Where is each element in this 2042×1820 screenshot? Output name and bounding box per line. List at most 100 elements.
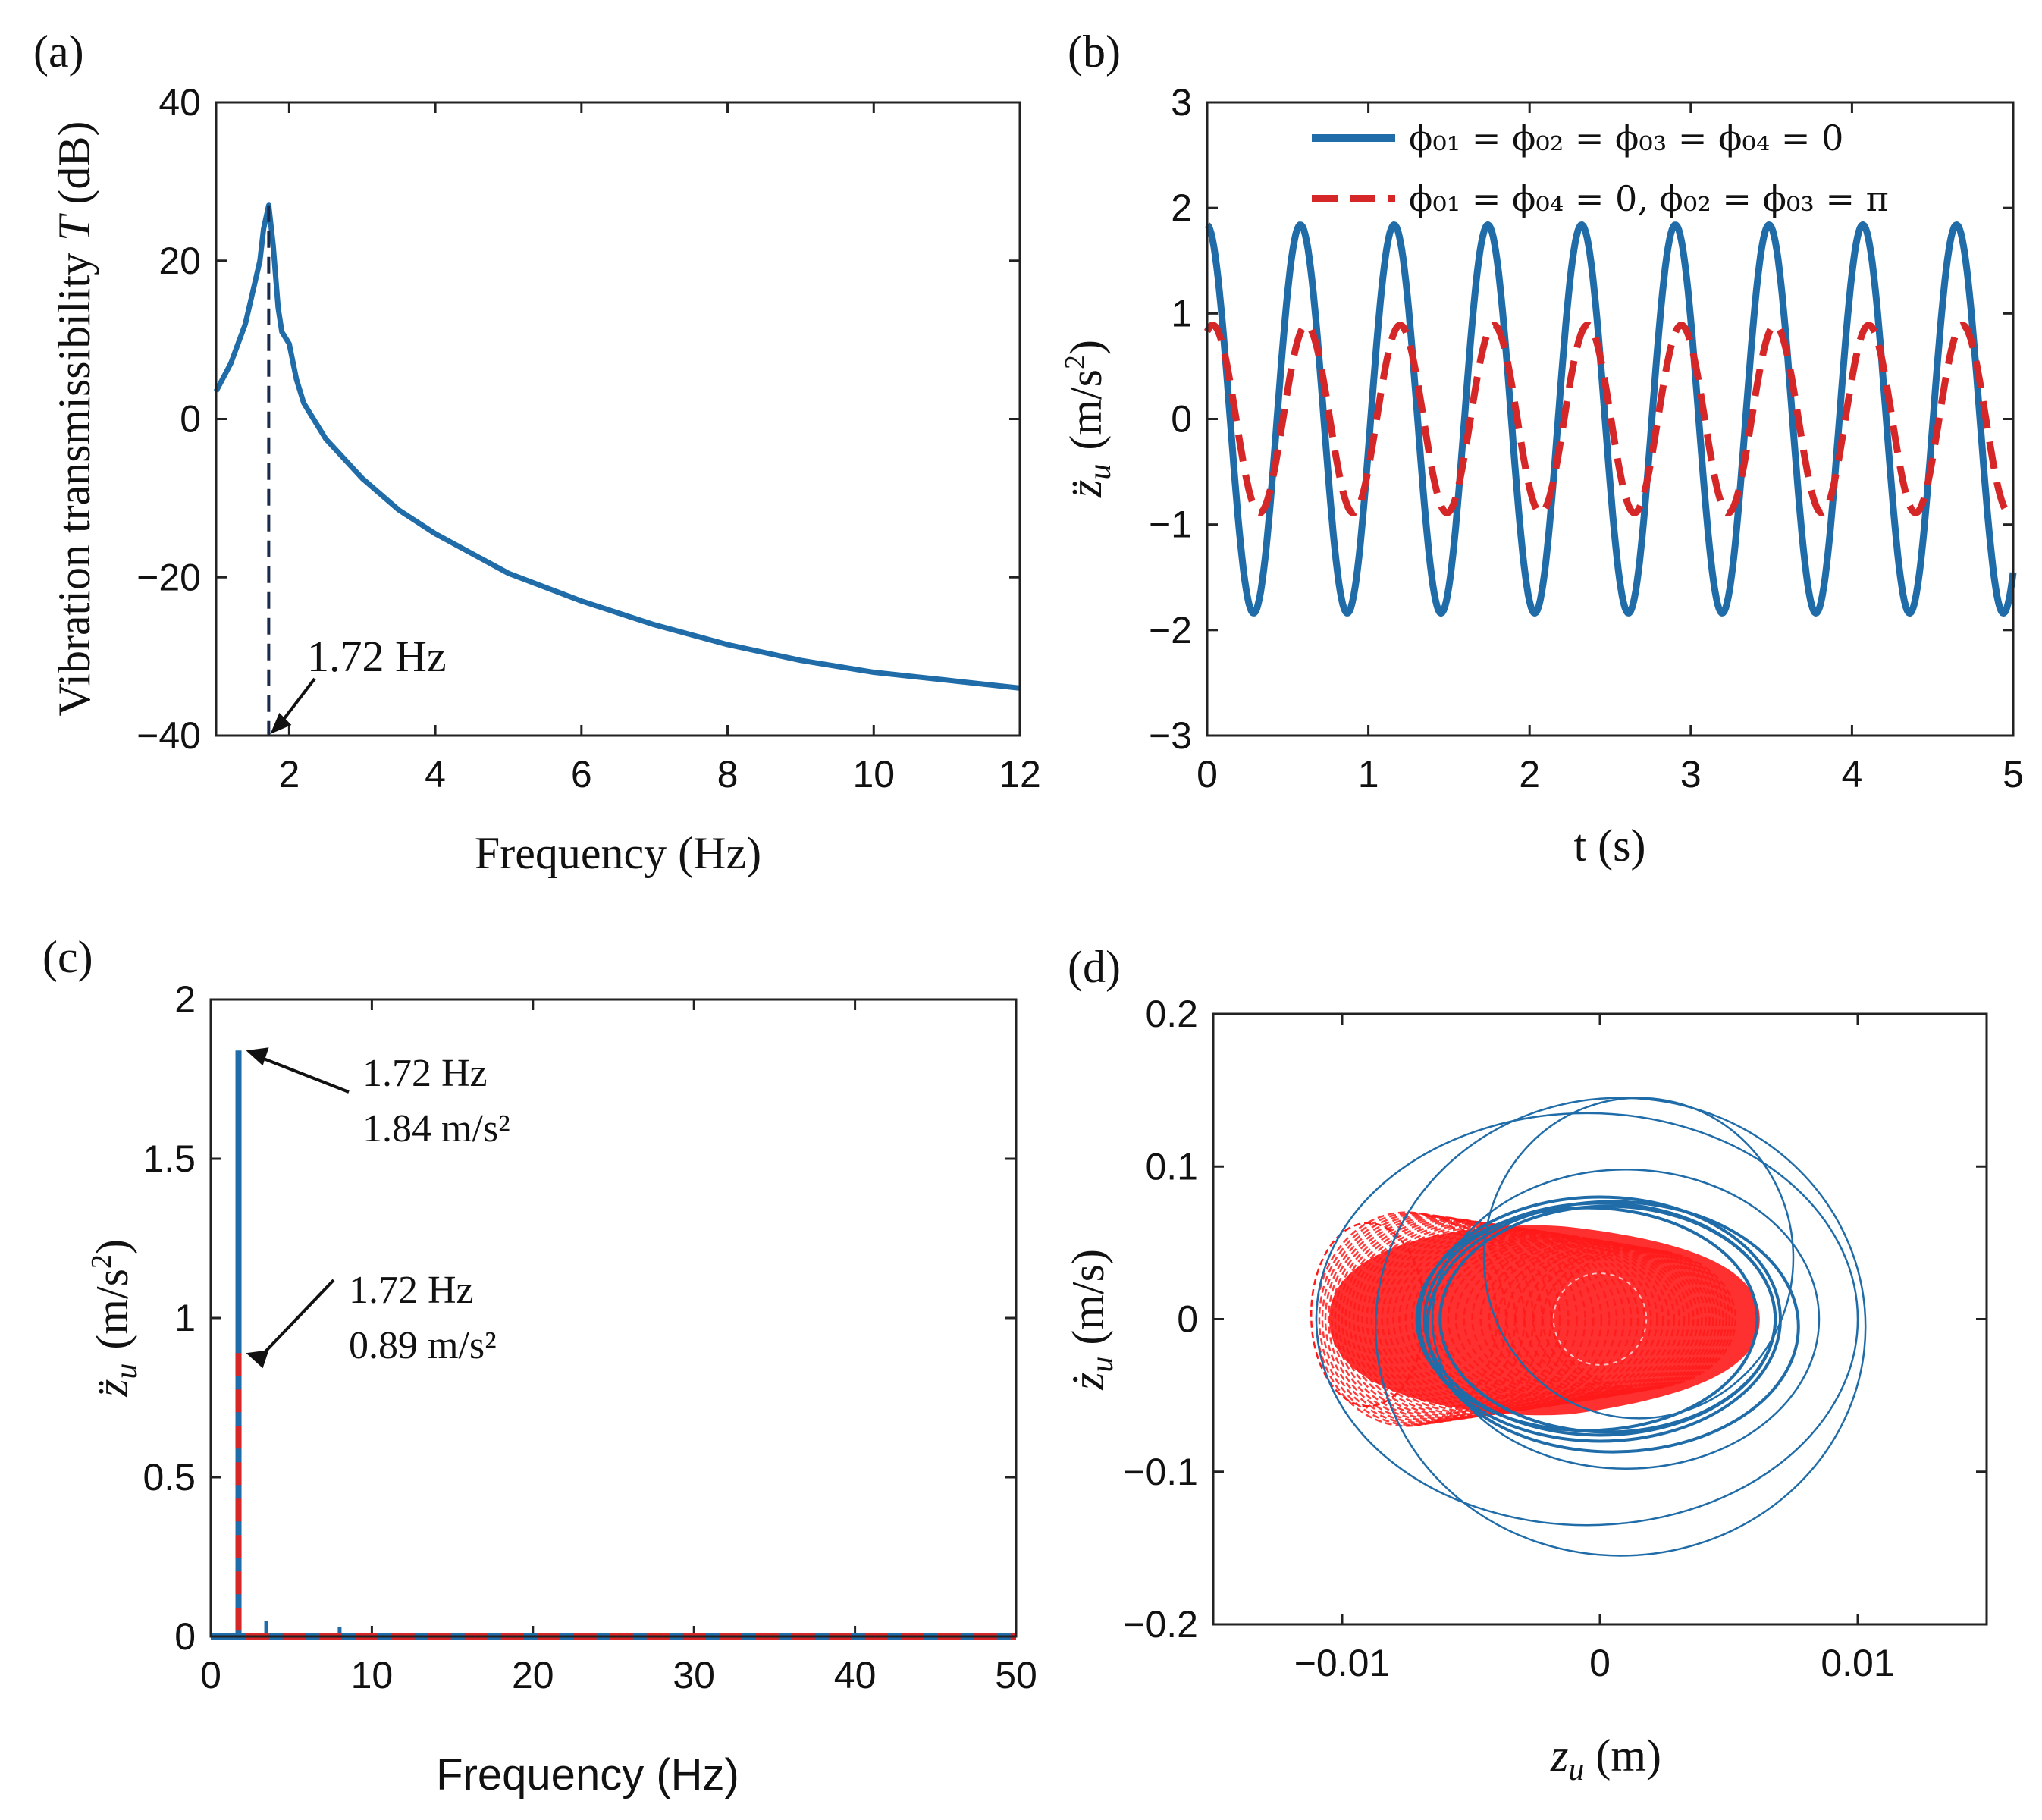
panel-d-label: (d)	[1068, 942, 1121, 992]
annotation-peak-blue-amp: 1.84 m/s²	[362, 1107, 510, 1150]
panel-c-y-tick-label: 0.5	[143, 1456, 196, 1498]
panel-b-dashed-series	[1203, 322, 2016, 516]
panel-d-blue-loop	[1426, 1200, 1800, 1454]
panel-d-x-axis-label: zu (m)	[1550, 1731, 1661, 1787]
panel-c-red-spectrum	[235, 1353, 1016, 1640]
panel-b-plot-area: 0 1 2 3 4 5 −3 −2 −1 0 1 2 3	[1149, 81, 2024, 795]
panel-d-y-tick-label: 0	[1177, 1298, 1198, 1341]
panel-b-axes-frame	[1206, 101, 2015, 737]
panel-c-x-tick-label: 20	[512, 1654, 554, 1696]
panel-c-annotation-arrowhead	[246, 1047, 269, 1066]
panel-c-y-tick-label: 1	[174, 1297, 196, 1339]
panel-a-y-tick-label: −20	[136, 556, 201, 598]
panel-d-phase-portrait: (d) −0.01 0 0.01 −0.2 −0.1 0 0.1 0.2 zu (m) żu…	[1063, 942, 1988, 1787]
panel-b-y-tick-label: 1	[1171, 292, 1192, 334]
panel-b-y-axis-label: z̈u(m/s2)	[1059, 340, 1118, 498]
panel-a-x-tick-label: 12	[999, 753, 1041, 795]
panel-a-label: (a)	[33, 27, 84, 77]
panel-d-blue-loop	[1438, 1204, 1777, 1434]
panel-d-y-tick-label: −0.2	[1123, 1603, 1198, 1646]
panel-a-transmissibility: (a) 2 4 6 8 10 12 −40 −20 0 20 40 Frequency (Hz) V…	[33, 27, 1041, 878]
panel-c-x-tick-label: 10	[351, 1654, 394, 1696]
panel-d-y-tick-label: −0.1	[1123, 1451, 1198, 1493]
panel-c-label: (c)	[42, 932, 93, 982]
panel-c-x-tick-label: 0	[200, 1654, 221, 1696]
panel-c-y-axis-label: z̈u(m/s2)	[86, 1239, 144, 1398]
panel-d-x-tick-label: 0	[1589, 1642, 1611, 1684]
panel-b-label: (b)	[1068, 27, 1121, 77]
panel-a-y-tick-label: 20	[158, 240, 201, 282]
panel-b-solid-series	[1204, 221, 2017, 617]
panel-b-x-tick-label: 4	[1841, 753, 1862, 795]
legend-dashed-label: ϕ₀₁ = ϕ₀₄ = 0, ϕ₀₂ = ϕ₀₃ = π	[1409, 178, 1889, 219]
panel-c-x-tick-label: 40	[834, 1654, 877, 1696]
panel-c-x-axis-label: Frequency (Hz)	[436, 1750, 739, 1800]
panel-d-x-tick-label: 0.01	[1821, 1642, 1894, 1684]
annotation-peak-red-amp: 0.89 m/s²	[349, 1324, 497, 1367]
panel-a-y-tick-label: 40	[158, 81, 201, 124]
panel-c-x-tick-label: 30	[673, 1654, 715, 1696]
panel-a-annotation-arrowhead	[270, 713, 292, 734]
panel-a-annotation-text: 1.72 Hz	[307, 632, 447, 681]
panel-a-y-tick-label: 0	[180, 398, 201, 441]
panel-d-red-core	[1329, 1225, 1760, 1416]
panel-a-x-tick-label: 10	[852, 753, 895, 795]
annotation-peak-red-freq: 1.72 Hz	[349, 1269, 474, 1312]
panel-d-blue-loop	[1415, 1206, 1759, 1432]
panel-a-axes-frame	[215, 101, 1021, 737]
panel-d-y-tick-label: 0.1	[1145, 1145, 1198, 1188]
panel-d-red-trajectory	[1310, 1211, 1760, 1427]
panel-c-y-tick-label: 1.5	[143, 1138, 196, 1180]
panel-c-x-tick-label: 50	[995, 1654, 1037, 1696]
panel-c-axes-frame	[209, 998, 1018, 1638]
panel-a-y-tick-label: −40	[136, 714, 201, 757]
panel-b-y-tick-label: 2	[1171, 187, 1192, 229]
panel-b-legend: ϕ₀₁ = ϕ₀₂ = ϕ₀₃ = ϕ₀₄ = 0 ϕ₀₁ = ϕ₀₄ = 0,…	[1312, 118, 1889, 219]
panel-a-x-tick-label: 2	[278, 753, 300, 795]
panel-b-x-tick-label: 3	[1680, 753, 1702, 795]
panel-d-y-axis-label: żu (m/s)	[1063, 1249, 1120, 1391]
annotation-peak-blue-freq: 1.72 Hz	[362, 1052, 488, 1095]
panel-d-x-tick-label: −0.01	[1294, 1642, 1391, 1684]
panel-d-blue-trajectory	[1315, 1097, 1867, 1557]
panel-b-y-tick-label: −2	[1149, 609, 1192, 651]
panel-b-x-tick-label: 2	[1519, 753, 1540, 795]
panel-c-annotation-arrow	[257, 1279, 335, 1360]
panel-a-annotation: 1.72 Hz	[270, 632, 447, 734]
panel-d-blue-loop	[1374, 1097, 1867, 1557]
panel-a-x-tick-label: 6	[571, 753, 592, 795]
panel-a-x-axis-label: Frequency (Hz)	[475, 828, 761, 878]
panel-b-x-axis-label: t (s)	[1574, 821, 1646, 871]
panel-a-transmissibility-curve	[213, 202, 1021, 691]
panel-b-x-tick-label: 1	[1358, 753, 1379, 795]
panel-c-annotations: 1.72 Hz 1.84 m/s² 1.72 Hz 0.89 m/s²	[246, 1047, 510, 1369]
panel-d-blue-loop	[1482, 1097, 1795, 1420]
panel-a-y-axis-label: Vibration transmissibility T (dB)	[49, 121, 99, 717]
panel-a-annotation-arrow	[278, 677, 316, 726]
panel-c-annotation-arrowhead	[246, 1350, 269, 1369]
panel-b-x-tick-label: 5	[2003, 753, 2024, 795]
panel-d-blue-loop	[1315, 1112, 1859, 1527]
panel-b-time-response: (b) 0 1 2 3 4 5 −3 −2 −1 0 1 2 3 t (s) z̈u(m/s2) ϕ₀₁…	[1059, 27, 2024, 871]
panel-c-y-tick-label: 0	[174, 1615, 196, 1658]
panel-b-y-tick-label: 3	[1171, 81, 1192, 124]
panel-b-x-tick-label: 0	[1197, 753, 1218, 795]
panel-b-y-tick-label: 0	[1171, 398, 1192, 441]
panel-a-plot-area: 2 4 6 8 10 12 −40 −20 0 20 40	[136, 81, 1041, 795]
panel-a-x-tick-label: 4	[425, 753, 446, 795]
panel-c-blue-spectrum	[211, 1050, 1016, 1640]
panel-a-x-tick-label: 8	[717, 753, 739, 795]
legend-solid-label: ϕ₀₁ = ϕ₀₂ = ϕ₀₃ = ϕ₀₄ = 0	[1409, 118, 1843, 158]
panel-d-red-inner-loop	[1552, 1272, 1648, 1366]
panel-d-blue-loop	[1418, 1195, 1782, 1443]
panel-b-y-tick-label: −1	[1149, 504, 1192, 546]
panel-d-blue-loop	[1431, 1169, 1821, 1470]
panel-d-plot-area: −0.01 0 0.01 −0.2 −0.1 0 0.1 0.2	[1123, 993, 1987, 1684]
panel-d-y-tick-label: 0.2	[1145, 993, 1198, 1035]
panel-c-y-tick-label: 2	[174, 978, 196, 1021]
panel-b-y-tick-label: −3	[1149, 714, 1192, 757]
panel-d-axes-frame	[1212, 1012, 1988, 1626]
panel-c-annotation-arrow	[257, 1055, 350, 1094]
